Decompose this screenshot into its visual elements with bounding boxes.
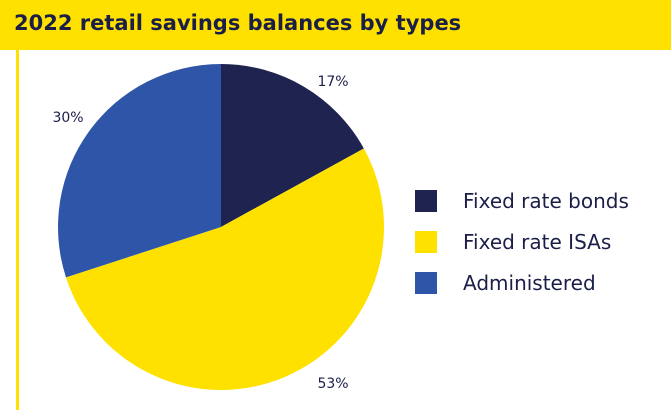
slice-labels: 17% 53% 30%	[52, 74, 348, 392]
slice-label-administered: 30%	[52, 110, 83, 126]
legend-swatch-administered	[415, 271, 437, 294]
pie-slice-administered	[58, 63, 222, 278]
legend-swatch-fixed-rate-bonds	[415, 189, 437, 212]
legend: Fixed rate bonds Fixed rate ISAs Adminis…	[415, 180, 629, 303]
left-accent-rule	[16, 50, 19, 410]
legend-label-fixed-rate-isas: Fixed rate ISAs	[463, 229, 612, 254]
legend-item-fixed-rate-isas: Fixed rate ISAs	[415, 221, 629, 262]
legend-swatch-fixed-rate-isas	[415, 230, 437, 253]
legend-label-administered: Administered	[463, 270, 596, 295]
legend-item-fixed-rate-bonds: Fixed rate bonds	[415, 180, 629, 221]
pie-slice-fixed-rate-bonds	[221, 64, 364, 227]
legend-label-fixed-rate-bonds: Fixed rate bonds	[463, 188, 629, 213]
title-bar: 2022 retail savings balances by types	[0, 0, 671, 50]
pie-slice-fixed-rate-isas	[65, 148, 384, 390]
pie-slices	[58, 63, 384, 390]
slice-label-fixed-rate-bonds: 17%	[317, 74, 348, 90]
slice-label-fixed-rate-isas: 53%	[317, 376, 348, 392]
chart-title: 2022 retail savings balances by types	[14, 11, 462, 35]
legend-item-administered: Administered	[415, 262, 629, 303]
